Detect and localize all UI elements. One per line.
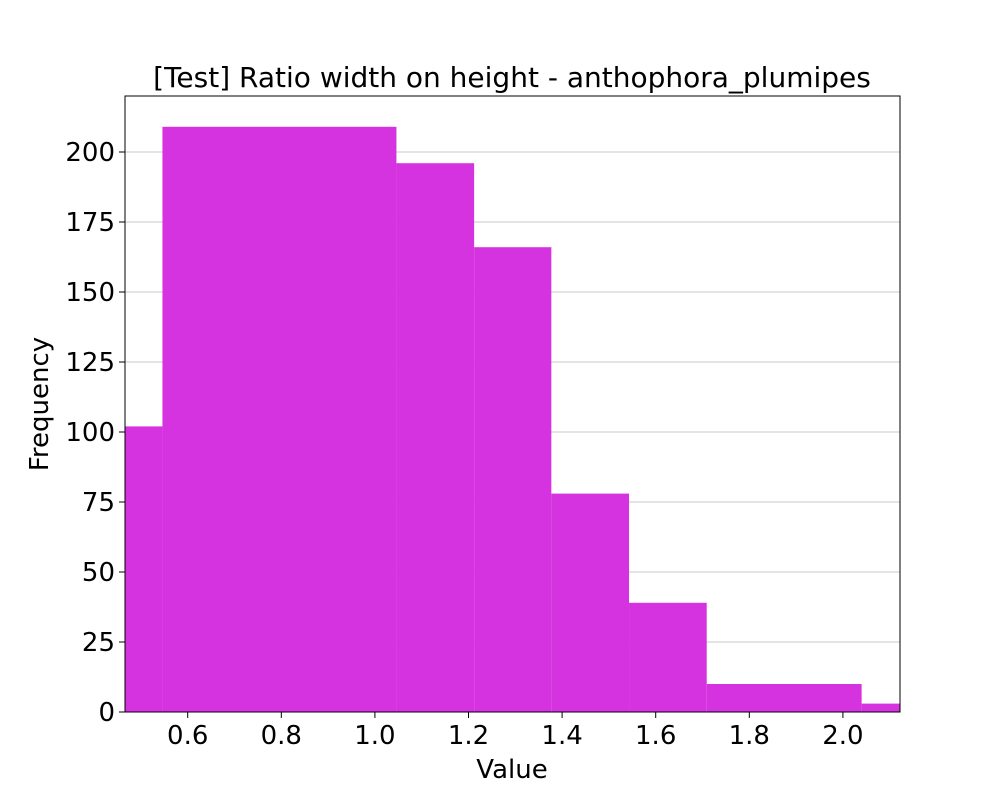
x-tick-label: 0.6 <box>167 721 208 751</box>
histogram-bar <box>474 247 552 712</box>
x-axis-label: Value <box>476 755 547 785</box>
x-tick-label: 0.8 <box>261 721 302 751</box>
y-tick-label: 125 <box>65 348 115 378</box>
y-tick-label: 0 <box>98 698 115 728</box>
y-axis-ticks: 0 25 50 75 100 125 150 175 200 <box>65 138 125 728</box>
y-axis-label: Frequency <box>25 337 55 471</box>
histogram-bar <box>706 684 862 712</box>
y-tick-label: 175 <box>65 208 115 238</box>
histogram-bar <box>861 703 900 712</box>
y-tick-label: 100 <box>65 418 115 448</box>
x-tick-label: 1.2 <box>448 721 489 751</box>
x-tick-label: 1.6 <box>635 721 676 751</box>
y-tick-label: 150 <box>65 278 115 308</box>
y-tick-label: 200 <box>65 138 115 168</box>
x-tick-label: 2.0 <box>822 721 863 751</box>
x-axis-ticks: 0.6 0.8 1.0 1.2 1.4 1.6 1.8 2.0 <box>167 712 864 751</box>
histogram-bar <box>629 602 707 712</box>
y-tick-label: 25 <box>82 628 115 658</box>
y-tick-label: 50 <box>82 558 115 588</box>
histogram-bar <box>551 493 630 712</box>
histogram-bar <box>125 426 163 712</box>
histogram-bar <box>162 126 397 713</box>
y-tick-label: 75 <box>82 488 115 518</box>
plot-frame <box>124 95 901 713</box>
histogram-bar <box>396 163 475 712</box>
x-tick-label: 1.0 <box>354 721 395 751</box>
x-tick-label: 1.4 <box>541 721 582 751</box>
histogram-bars <box>125 126 900 713</box>
x-tick-label: 1.8 <box>729 721 770 751</box>
chart-title: [Test] Ratio width on height - anthophor… <box>153 61 871 94</box>
